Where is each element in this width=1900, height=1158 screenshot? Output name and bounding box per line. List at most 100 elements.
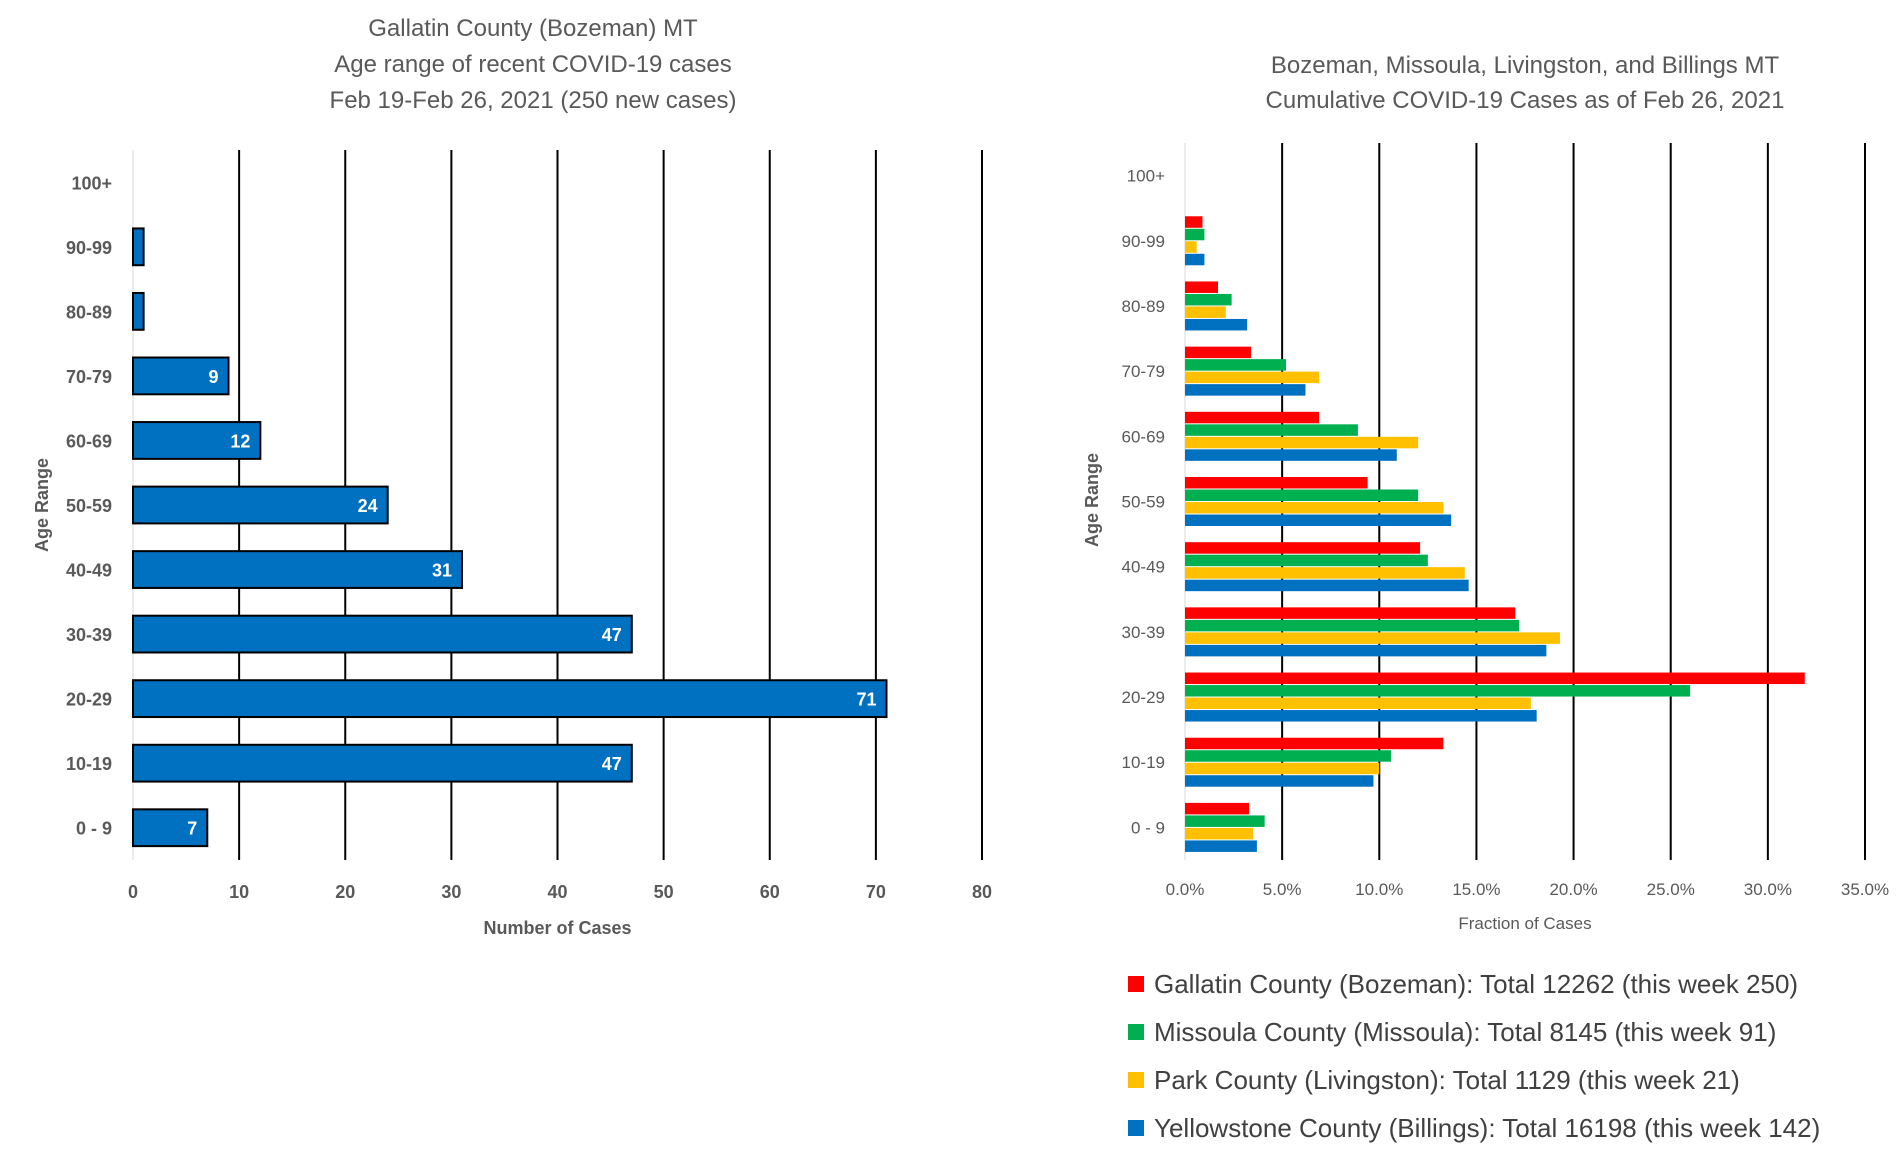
- bar-park: [1185, 567, 1465, 579]
- x-tick-label: 30.0%: [1744, 880, 1792, 899]
- chart-title: Feb 19-Feb 26, 2021 (250 new cases): [330, 87, 737, 114]
- y-tick-label: 50-59: [1122, 493, 1165, 512]
- bar: [132, 808, 209, 848]
- y-tick-label: 100+: [1127, 167, 1165, 186]
- bar: [132, 291, 145, 331]
- x-tick-label: 20: [335, 882, 355, 902]
- y-tick-label: 10-19: [1122, 753, 1165, 772]
- bar-yellowstone: [1185, 384, 1306, 396]
- bar-missoula: [1185, 489, 1419, 501]
- bar-yellowstone: [1185, 449, 1397, 461]
- legend-label: Yellowstone County (Billings): Total 161…: [1154, 1112, 1821, 1143]
- bar-yellowstone: [1185, 253, 1205, 266]
- bar-park: [1185, 502, 1444, 514]
- bar-gallatin: [1185, 281, 1219, 293]
- chart-title: Age range of recent COVID-19 cases: [334, 51, 732, 78]
- x-tick-label: 10: [229, 882, 249, 902]
- legend-label: Missoula County (Missoula): Total 8145 (…: [1154, 1016, 1777, 1047]
- bar-yellowstone: [1185, 514, 1452, 526]
- bar-missoula: [1185, 685, 1691, 697]
- bar-missoula: [1185, 228, 1205, 241]
- chart-title: Gallatin County (Bozeman) MT: [368, 15, 698, 42]
- y-tick-label: 0 - 9: [1131, 818, 1165, 837]
- bar: [132, 743, 633, 783]
- bar: [132, 356, 230, 396]
- data-label: 9: [208, 367, 218, 387]
- y-tick-label: 60-69: [1122, 427, 1165, 446]
- bar-park: [1185, 827, 1253, 840]
- y-tick-label: 10-19: [66, 754, 112, 774]
- data-label: 71: [856, 690, 876, 710]
- x-tick-label: 50: [654, 882, 674, 902]
- legend-label: Gallatin County (Bozeman): Total 12262 (…: [1154, 968, 1799, 999]
- cumulative-cases-chart-svg: Bozeman, Missoula, Livingston, and Billi…: [1082, 52, 1889, 933]
- legend-item-yellowstone: Yellowstone County (Billings): Total 161…: [1128, 1104, 1820, 1152]
- x-tick-label: 25.0%: [1647, 880, 1695, 899]
- y-tick-label: 0 - 9: [76, 819, 112, 839]
- bar-gallatin: [1185, 216, 1203, 228]
- bar: [132, 550, 463, 589]
- bar-missoula: [1185, 293, 1232, 306]
- y-tick-label: 40-49: [66, 561, 112, 581]
- bar-gallatin: [1185, 477, 1368, 489]
- bar-park: [1185, 241, 1197, 253]
- bar-park: [1185, 436, 1419, 449]
- x-tick-label: 30: [441, 882, 461, 902]
- bar-yellowstone: [1185, 644, 1547, 657]
- y-tick-label: 90-99: [1122, 232, 1165, 251]
- bar-missoula: [1185, 619, 1520, 632]
- legend-swatch: [1128, 1120, 1144, 1136]
- bar-missoula: [1185, 424, 1358, 436]
- x-tick-label: 10.0%: [1355, 880, 1403, 899]
- y-tick-label: 30-39: [66, 625, 112, 645]
- age-range-chart-svg: Gallatin County (Bozeman) MT Age range of…: [32, 15, 992, 938]
- x-tick-label: 0: [128, 882, 138, 902]
- bar-gallatin: [1185, 607, 1516, 619]
- bar-missoula: [1185, 359, 1287, 371]
- legend-swatch: [1128, 1024, 1144, 1040]
- chart-legend: Gallatin County (Bozeman): Total 12262 (…: [1128, 960, 1820, 1152]
- x-tick-label: 40: [547, 882, 567, 902]
- x-tick-label: 0.0%: [1166, 880, 1205, 899]
- legend-swatch: [1128, 1072, 1144, 1088]
- y-tick-label: 20-29: [66, 690, 112, 710]
- legend-item-gallatin: Gallatin County (Bozeman): Total 12262 (…: [1128, 960, 1820, 1008]
- cumulative-cases-bar-chart: Bozeman, Missoula, Livingston, and Billi…: [1050, 0, 1900, 1153]
- y-axis-label: Age Range: [32, 458, 52, 552]
- legend-item-missoula: Missoula County (Missoula): Total 8145 (…: [1128, 1008, 1820, 1056]
- bar-missoula: [1185, 750, 1391, 762]
- age-range-bar-chart: Gallatin County (Bozeman) MT Age range of…: [32, 15, 992, 938]
- bar: [132, 421, 262, 460]
- y-tick-label: 20-29: [1122, 688, 1165, 707]
- bar-missoula: [1185, 815, 1265, 827]
- data-label: 31: [432, 561, 452, 581]
- bar: [132, 614, 633, 654]
- data-label: 47: [602, 754, 622, 774]
- y-tick-label: 50-59: [66, 496, 112, 516]
- x-tick-label: 15.0%: [1452, 880, 1500, 899]
- bar-gallatin: [1185, 672, 1805, 685]
- bar-park: [1185, 762, 1380, 775]
- bar-park: [1185, 371, 1320, 384]
- data-label: 47: [602, 625, 622, 645]
- bar-yellowstone: [1185, 579, 1469, 592]
- y-tick-label: 40-49: [1122, 558, 1165, 577]
- bar-yellowstone: [1185, 775, 1374, 787]
- bar-yellowstone: [1185, 318, 1248, 331]
- bar-gallatin: [1185, 542, 1421, 554]
- x-tick-label: 35.0%: [1841, 880, 1889, 899]
- bar: [132, 679, 888, 719]
- bar-park: [1185, 697, 1531, 710]
- legend-swatch: [1128, 976, 1144, 992]
- y-tick-label: 60-69: [66, 431, 112, 451]
- x-tick-label: 20.0%: [1549, 880, 1597, 899]
- x-tick-label: 70: [866, 882, 886, 902]
- y-tick-label: 80-89: [66, 302, 112, 322]
- x-tick-label: 60: [760, 882, 780, 902]
- x-tick-label: 80: [972, 882, 992, 902]
- x-tick-label: 5.0%: [1263, 880, 1302, 899]
- y-tick-label: 100+: [71, 173, 112, 193]
- bar-gallatin: [1185, 411, 1320, 424]
- bar: [132, 485, 389, 525]
- data-label: 7: [187, 819, 197, 839]
